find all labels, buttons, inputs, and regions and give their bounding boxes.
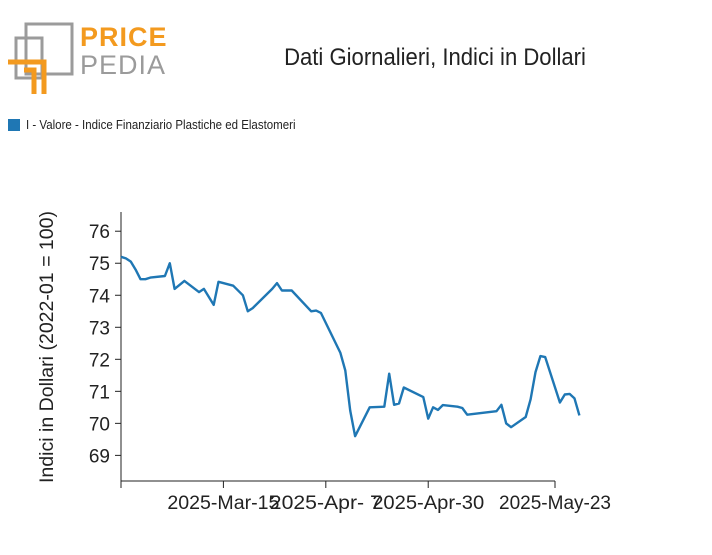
y-tick-label: 73 bbox=[89, 318, 110, 339]
legend-swatch bbox=[8, 119, 20, 131]
legend: I - Valore - Indice Finanziario Plastich… bbox=[8, 118, 319, 132]
x-tick-label: 2025-Apr- 7 bbox=[270, 493, 382, 514]
logo-text-pedia: PEDIA bbox=[80, 50, 167, 80]
y-tick-label: 71 bbox=[89, 382, 110, 403]
x-tick-label: 2025-Apr-30 bbox=[372, 493, 484, 514]
logo-text-price: PRICE bbox=[80, 22, 168, 52]
chart-title: Dati Giornalieri, Indici in Dollari bbox=[284, 44, 586, 71]
x-tick-label: 2025-Mar-15 bbox=[167, 493, 279, 514]
y-tick-label: 76 bbox=[89, 222, 110, 243]
y-tick-label: 70 bbox=[89, 414, 110, 435]
series-line bbox=[120, 255, 581, 438]
pricepedia-logo: PRICE PEDIA bbox=[8, 22, 168, 94]
x-tick-label: 2025-May-23 bbox=[499, 493, 611, 514]
y-tick-label: 74 bbox=[89, 286, 111, 307]
y-tick-label: 72 bbox=[89, 350, 110, 371]
y-tick-label: 75 bbox=[89, 254, 110, 275]
y-axis-label: Indici in Dollari (2022-01 = 100) bbox=[37, 211, 58, 483]
legend-label: I - Valore - Indice Finanziario Plastich… bbox=[26, 118, 296, 132]
pricepedia-logo-mark bbox=[8, 22, 74, 94]
y-tick-label: 69 bbox=[89, 446, 110, 467]
